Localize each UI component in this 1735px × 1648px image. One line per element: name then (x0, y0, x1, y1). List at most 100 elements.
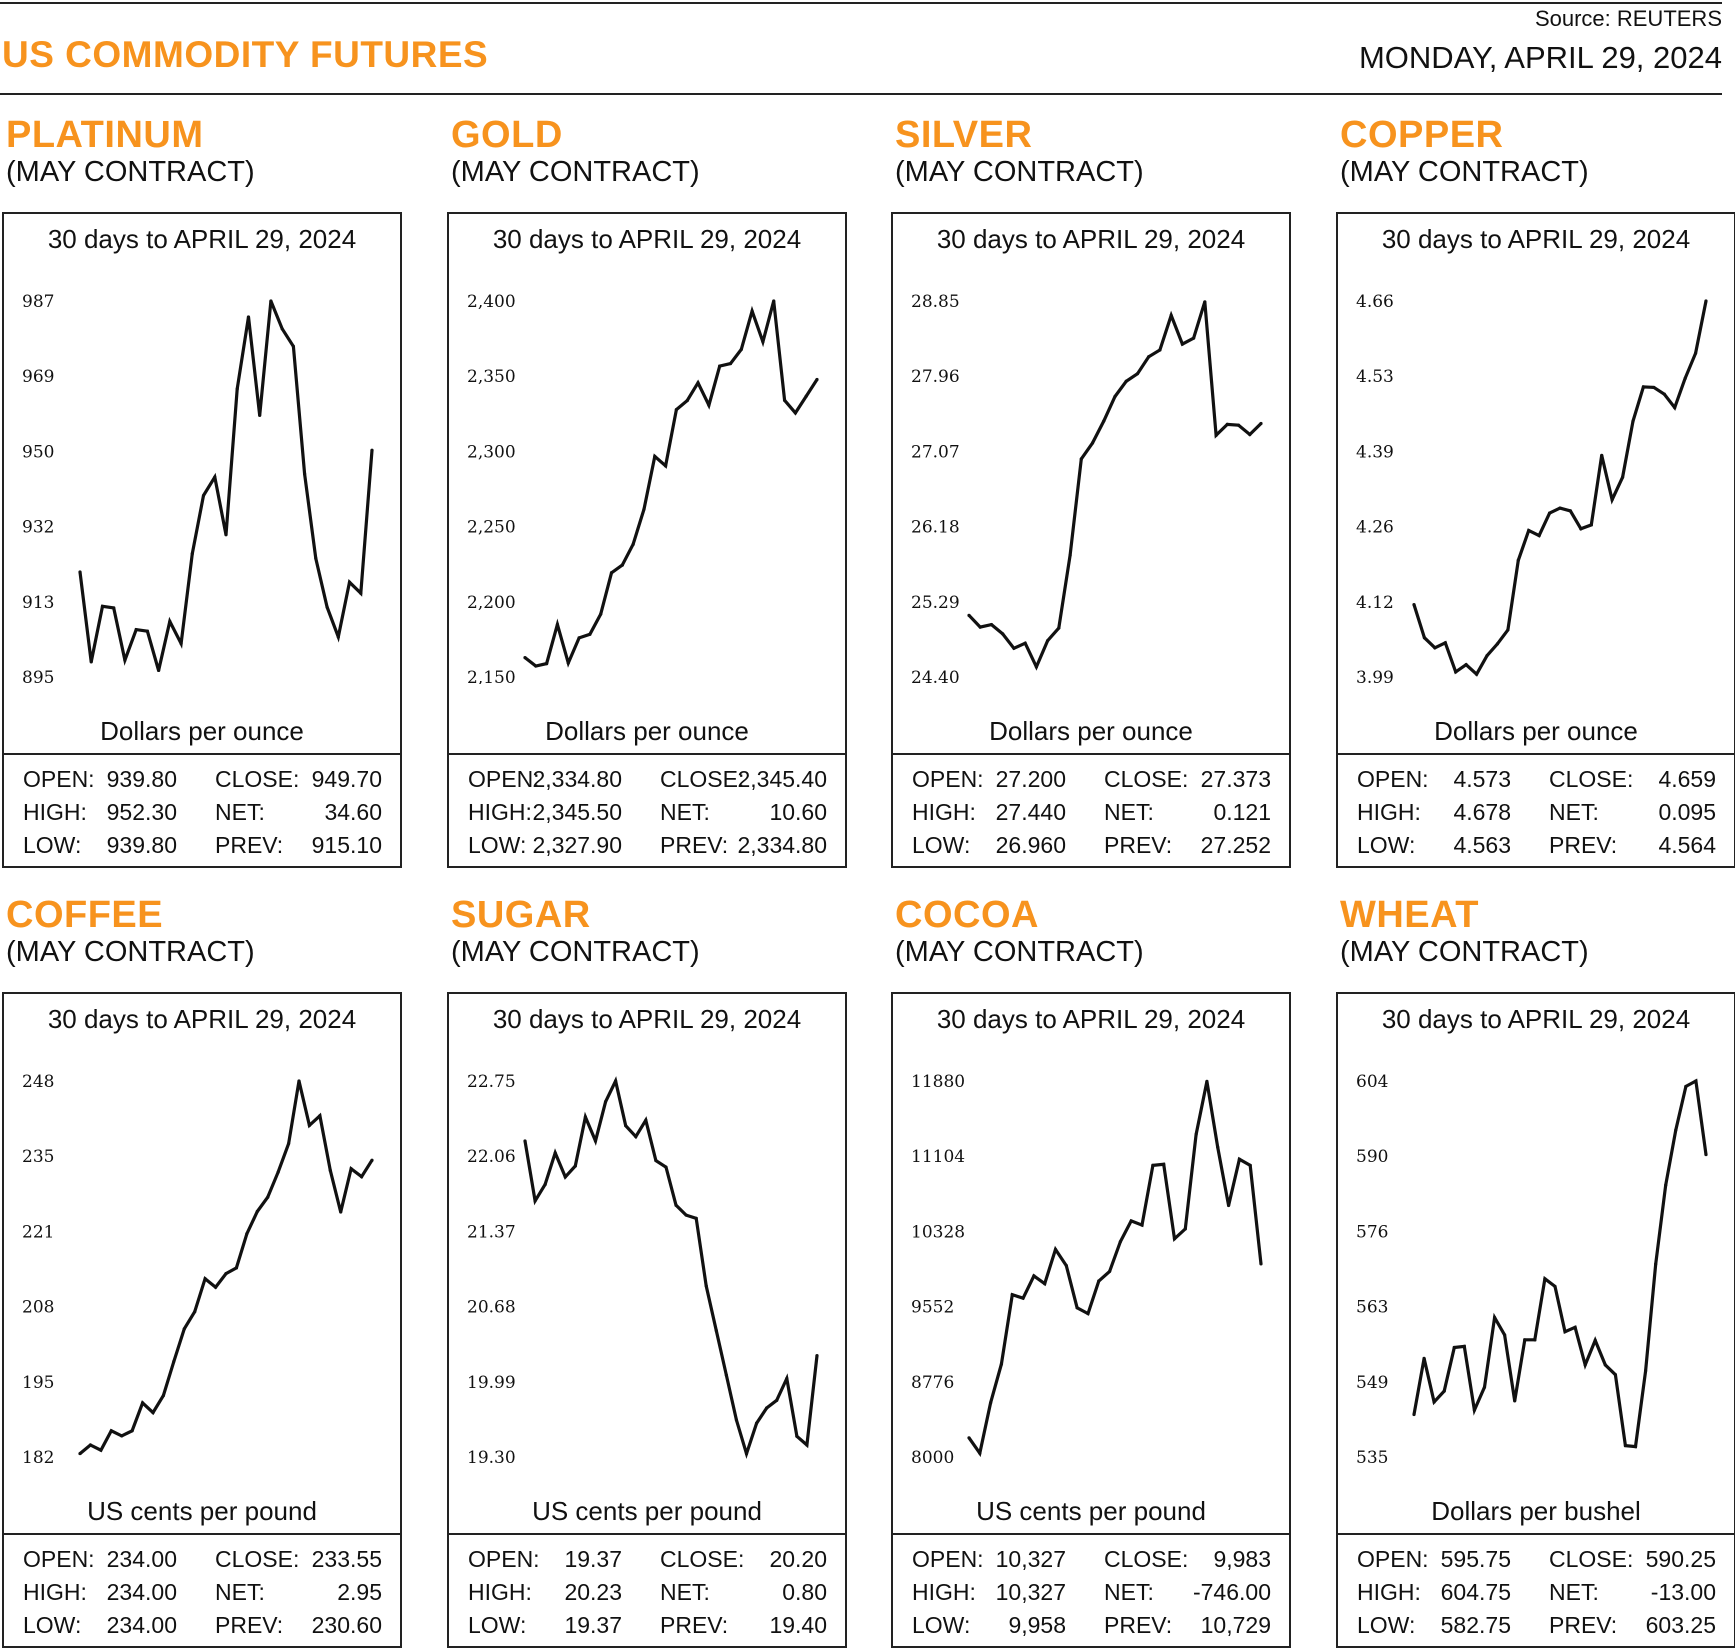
commodity-name: WHEAT (1340, 894, 1479, 936)
low-value: 582.75 (1440, 1612, 1511, 1638)
data-point (1412, 603, 1416, 607)
data-point (642, 507, 646, 511)
stats-row: HIGH: 604.75 NET: -13.00 (1338, 1579, 1734, 1612)
data-point (1442, 1389, 1446, 1393)
net-label: NET: (1104, 1579, 1154, 1605)
y-tick-label: 11880 (911, 1072, 965, 1092)
y-tick-label: 4.12 (1356, 593, 1394, 613)
data-point (245, 1232, 249, 1236)
low-value: 9,958 (1008, 1612, 1066, 1638)
stats-divider (1338, 1533, 1734, 1535)
data-point (88, 1443, 93, 1447)
data-point (269, 299, 273, 303)
data-point (815, 1354, 819, 1358)
data-point (795, 1434, 799, 1438)
y-tick-label: 4.53 (1356, 367, 1394, 387)
price-line (1412, 300, 1708, 677)
data-point (1563, 1330, 1567, 1334)
y-tick-label: 895 (22, 668, 54, 684)
data-point (1527, 528, 1531, 533)
data-point (674, 1203, 678, 1207)
open-label: OPEN: (23, 766, 95, 792)
data-point (1046, 639, 1050, 643)
close-label: CLOSE: (215, 766, 300, 792)
chart-title: 30 days to APRIL 29, 2024 (1381, 224, 1691, 254)
unit-label: US cents per pound (532, 1496, 762, 1526)
data-point (1454, 670, 1458, 674)
open-label: OPEN: (468, 1546, 540, 1572)
data-point (1001, 632, 1005, 636)
data-point (1180, 342, 1184, 346)
data-point (1068, 553, 1072, 557)
data-point (1124, 379, 1128, 383)
data-point (603, 1100, 608, 1104)
data-point (280, 327, 284, 331)
prev-value: 915.10 (311, 832, 382, 858)
data-point (555, 622, 560, 627)
data-point (1620, 475, 1625, 479)
prev-label: PREV: (1549, 832, 1618, 858)
prev-label: PREV: (1549, 1612, 1618, 1638)
data-point (624, 1124, 628, 1128)
data-point (1079, 457, 1083, 461)
data-point (1102, 419, 1106, 423)
data-point (772, 299, 776, 303)
prev-label: PREV: (1104, 1612, 1173, 1638)
open-label: OPEN: (23, 1546, 95, 1572)
data-point (523, 1139, 527, 1143)
contract-label: (MAY CONTRACT) (1340, 156, 1589, 188)
data-point (1090, 441, 1095, 445)
close-value: 4.659 (1658, 766, 1716, 792)
data-point (130, 1429, 134, 1433)
close-value: 233.55 (311, 1546, 382, 1572)
y-tick-label: 10328 (911, 1222, 965, 1242)
data-point (235, 387, 239, 391)
line-chart: 182 195 208 221 235 248 (22, 1072, 374, 1464)
y-tick-label: 535 (1356, 1448, 1388, 1464)
data-point (588, 632, 592, 636)
data-point (1495, 642, 1500, 646)
data-point (1641, 385, 1646, 389)
commodity-name: GOLD (451, 114, 563, 156)
stats-row: OPEN: 10,327 CLOSE: 9,983 (893, 1546, 1289, 1579)
data-point (631, 542, 635, 546)
data-point (168, 619, 172, 624)
data-point (978, 1451, 982, 1455)
data-point (724, 1373, 728, 1377)
y-tick-label: 604 (1356, 1072, 1388, 1092)
y-tick-label: 221 (22, 1222, 54, 1242)
stats-divider (449, 1533, 845, 1535)
data-point (1553, 1284, 1557, 1289)
data-point (318, 1114, 322, 1118)
data-point (100, 604, 105, 608)
data-point (1654, 1262, 1658, 1266)
data-point (1422, 1356, 1426, 1360)
data-point (999, 1362, 1004, 1366)
net-label: NET: (215, 799, 265, 825)
high-label: HIGH: (912, 799, 976, 825)
y-tick-label: 208 (22, 1298, 54, 1318)
net-value: 10.60 (769, 799, 827, 825)
open-value: 27.200 (995, 766, 1066, 792)
data-point (1482, 1385, 1487, 1389)
net-label: NET: (1104, 799, 1154, 825)
unit-label: US cents per pound (87, 1496, 317, 1526)
data-point (1693, 351, 1698, 355)
data-point (359, 591, 363, 595)
stats-table: OPEN: 595.75 CLOSE: 590.25 HIGH: 604.75 NET: -1… (1338, 1546, 1734, 1645)
y-tick-label: 8000 (911, 1448, 954, 1464)
commodity-name: COFFEE (6, 894, 164, 936)
stats-row: LOW: 234.00 PREV: 230.60 (4, 1612, 400, 1645)
data-point (696, 381, 700, 385)
line-chart: 895 913 932 950 969 987 (22, 292, 374, 684)
close-label: CLOSE: (1549, 1546, 1634, 1572)
close-value: 27.373 (1200, 766, 1271, 792)
low-label: LOW: (468, 832, 527, 858)
close-label: CLOSE: (1104, 766, 1189, 792)
prev-label: PREV: (660, 1612, 729, 1638)
data-point (1474, 672, 1479, 676)
stats-row: HIGH: 27.440 NET: 0.121 (893, 799, 1289, 832)
line-chart: 2,150 2,200 2,250 2,300 2,350 2,400 (467, 292, 819, 684)
prev-value: 10,729 (1200, 1612, 1271, 1638)
chart-box: 30 days to APRIL 29, 2024 2,150 2,200 2,250… (447, 212, 847, 868)
